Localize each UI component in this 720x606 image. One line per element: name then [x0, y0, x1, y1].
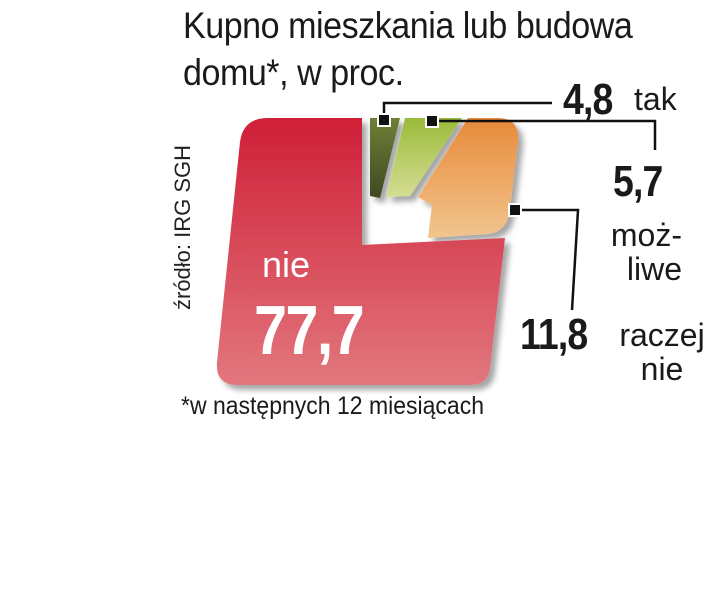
- label-nie: nie: [262, 244, 311, 285]
- label-tak: tak: [634, 81, 677, 117]
- label-mozliwe: moż- liwe: [610, 217, 682, 287]
- marker-raczej-nie: [508, 203, 522, 217]
- value-raczej-nie: 11,8: [520, 310, 588, 359]
- value-tak: 4,8: [563, 75, 613, 124]
- marker-mozliwe: [425, 114, 439, 128]
- leader-line-raczej-nie: [515, 208, 580, 311]
- leader-line-mozliwe: [432, 119, 657, 150]
- marker-tak: [377, 113, 391, 127]
- slice-mozliwe: [386, 118, 462, 197]
- value-nie: 77,7: [254, 291, 365, 369]
- label-raczej-nie: raczej nie: [619, 317, 705, 387]
- value-mozliwe: 5,7: [613, 157, 663, 206]
- slice-tak: [370, 118, 400, 198]
- slice-nie: [216, 118, 505, 385]
- footnote: *w następnych 12 miesiącach: [181, 392, 485, 420]
- chart-title: Kupno mieszkania lub budowa domu*, w pro…: [183, 5, 633, 93]
- slice-raczej-nie: [418, 118, 519, 238]
- leader-line-tak: [382, 101, 552, 120]
